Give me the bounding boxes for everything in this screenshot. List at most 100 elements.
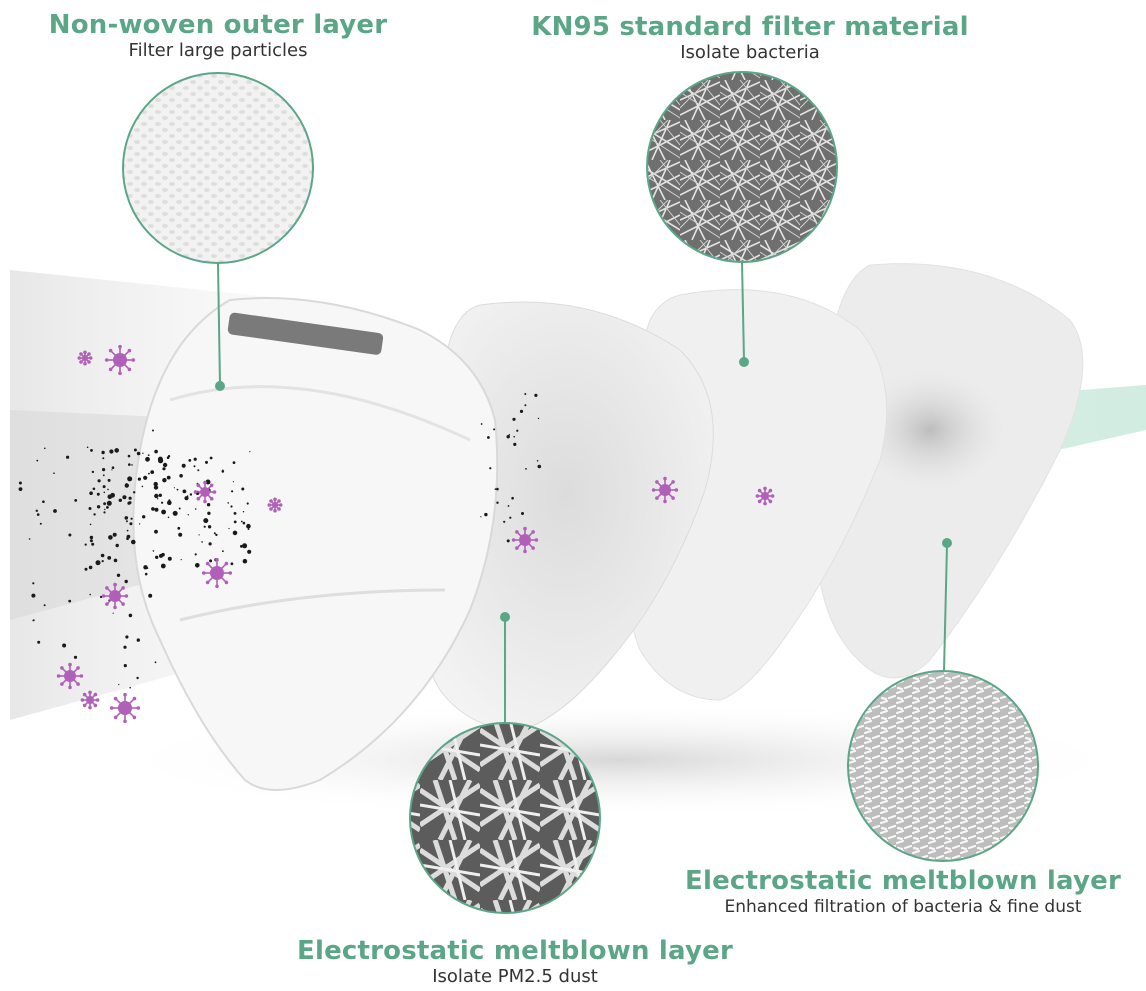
dust-particle <box>521 512 524 515</box>
dust-particle <box>162 467 166 471</box>
dust-particle <box>509 516 512 519</box>
dust-particle <box>513 442 517 446</box>
dust-particle <box>148 593 153 598</box>
dust-particle <box>109 449 114 454</box>
virus-icon <box>511 526 539 554</box>
dust-particle <box>106 506 109 509</box>
dust-particle <box>84 543 87 546</box>
dust-particle <box>148 472 150 475</box>
dust-particle <box>108 535 113 540</box>
dust-particle <box>166 475 171 480</box>
dust-particle <box>172 510 178 516</box>
dust-particle <box>179 474 183 478</box>
dust-particle <box>131 464 133 466</box>
dust-particle <box>177 526 181 530</box>
dust-particle <box>205 460 208 464</box>
dust-particle <box>136 676 139 680</box>
dust-particle <box>160 563 166 569</box>
label-meltblown-right-subtitle: Enhanced filtration of bacteria & fine d… <box>724 897 1082 917</box>
dust-particle <box>123 664 127 668</box>
dust-particle <box>203 525 206 528</box>
dust-particle <box>189 493 193 496</box>
dust-particle <box>99 595 103 599</box>
dust-particle <box>152 429 154 432</box>
dust-particle <box>107 488 109 491</box>
dust-particle <box>249 451 251 453</box>
dust-particle <box>53 509 57 513</box>
dust-particle <box>484 512 488 517</box>
dust-particle <box>242 521 246 525</box>
dust-particle <box>232 530 238 536</box>
dust-particle <box>246 523 251 529</box>
dust-particle <box>201 541 203 543</box>
dust-particle <box>193 457 197 461</box>
dust-particle <box>138 523 141 525</box>
label-meltblown-right-title: Electrostatic meltblown layer <box>685 866 1121 896</box>
dust-particle <box>42 500 45 504</box>
dust-particle <box>150 470 155 474</box>
dust-particle <box>480 423 483 425</box>
dust-particle <box>537 464 542 469</box>
dust-particle <box>188 459 192 462</box>
dust-particle <box>112 532 117 537</box>
dust-particle <box>35 509 38 512</box>
dust-particle <box>178 507 181 510</box>
dust-particle <box>233 512 237 515</box>
dust-particle <box>222 550 224 553</box>
dust-particle <box>100 553 105 558</box>
dust-particle <box>242 511 245 513</box>
virus-icon <box>755 486 775 506</box>
dust-particle <box>62 643 67 648</box>
dust-particle <box>39 522 42 525</box>
dust-particle <box>116 573 121 577</box>
dust-particle <box>133 491 136 494</box>
virus-icon <box>56 662 84 690</box>
dust-particle <box>125 635 129 639</box>
dust-particle <box>128 463 131 466</box>
dust-particle <box>91 470 95 474</box>
dust-particle <box>187 514 189 516</box>
virus-icon <box>651 476 679 504</box>
dust-particle <box>524 404 527 407</box>
dust-particle <box>536 460 539 462</box>
dust-particle <box>154 661 157 664</box>
dust-particle <box>115 543 119 548</box>
dust-particle <box>128 501 132 505</box>
dust-particle <box>167 516 170 519</box>
dust-particle <box>96 505 101 509</box>
dust-particle <box>537 417 540 420</box>
dust-particle <box>136 638 140 642</box>
dust-particle <box>18 481 22 485</box>
dust-particle <box>157 456 163 462</box>
dust-particle <box>118 498 123 502</box>
label-meltblown-bottom: Electrostatic meltblown layer Isolate PM… <box>290 936 740 988</box>
label-kn95-layer: KN95 standard filter material Isolate ba… <box>530 12 970 64</box>
dust-particle <box>513 435 515 438</box>
dust-particle <box>133 448 137 452</box>
dust-particle <box>88 565 93 570</box>
dust-particle <box>168 499 171 502</box>
dust-particle <box>129 686 131 689</box>
dust-particle <box>213 532 216 535</box>
dust-particle <box>124 516 129 520</box>
dust-particle <box>232 481 234 483</box>
dust-particle <box>154 507 159 512</box>
dust-particle <box>137 477 141 481</box>
dust-particle <box>231 490 234 493</box>
dust-particle <box>511 496 514 500</box>
dust-particle <box>112 612 114 614</box>
dust-particle <box>118 683 120 686</box>
label-kn95-title: KN95 standard filter material <box>531 12 969 42</box>
label-meltblown-right: Electrostatic meltblown layer Enhanced f… <box>660 866 1146 918</box>
label-meltblown-bottom-title: Electrostatic meltblown layer <box>297 936 733 966</box>
dust-particle <box>102 457 105 460</box>
dust-particle <box>241 487 245 491</box>
dust-particle <box>159 553 163 558</box>
dust-particle <box>506 435 510 439</box>
dust-particle <box>86 446 89 449</box>
dust-particle <box>141 485 144 488</box>
dust-particle <box>207 525 212 529</box>
dust-particle <box>512 417 516 421</box>
dust-particle <box>114 448 119 453</box>
dust-particle <box>186 495 189 497</box>
